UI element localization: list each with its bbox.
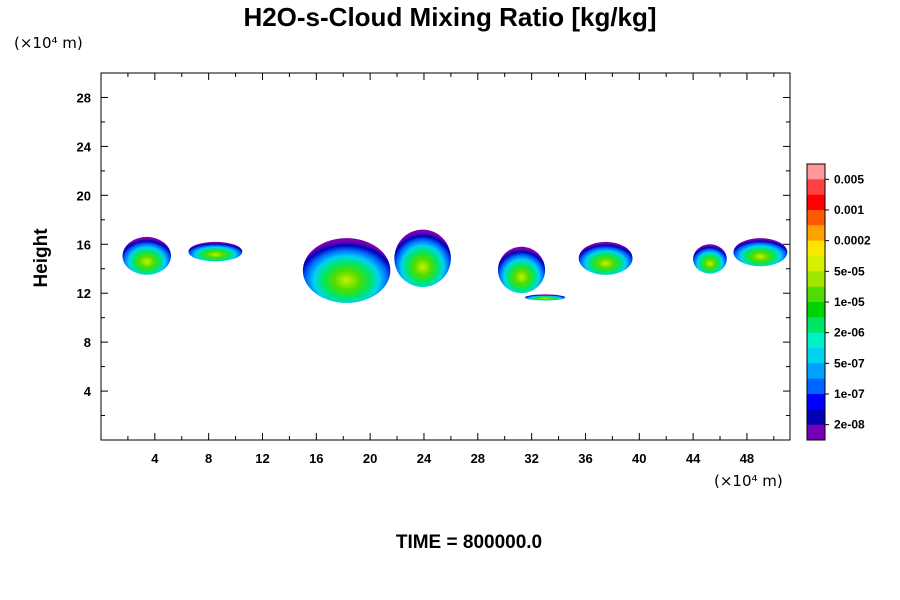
colorbar-swatch — [807, 409, 825, 425]
y-axis-unit: (×10⁴ m) — [14, 34, 83, 52]
x-tick-label: 28 — [471, 451, 485, 466]
colorbar-swatch — [807, 179, 825, 195]
colorbar-swatch — [807, 210, 825, 226]
cloud-field — [122, 229, 788, 303]
cloud-cluster — [693, 244, 727, 274]
cloud-cluster — [188, 241, 243, 262]
colorbar-label: 2e-08 — [834, 418, 865, 432]
colorbar-swatch — [807, 240, 825, 257]
colorbar-label: 0.005 — [834, 172, 864, 186]
colorbar-swatch — [807, 317, 825, 333]
colorbar-swatch — [807, 424, 825, 441]
colorbar-swatch — [807, 225, 825, 241]
colorbar-swatch — [807, 302, 825, 318]
colorbar-label: 1e-05 — [834, 295, 865, 309]
x-tick-label: 20 — [363, 451, 377, 466]
cloud-cluster — [497, 246, 546, 294]
y-tick-label: 20 — [77, 188, 91, 203]
cloud-cluster — [394, 229, 451, 288]
time-label: TIME = 800000.0 — [395, 532, 543, 553]
colorbar-swatch — [807, 271, 825, 287]
y-tick-label: 28 — [77, 90, 91, 105]
colorbar-swatch — [807, 164, 825, 180]
colorbar-swatch — [807, 286, 825, 303]
x-tick-label: 16 — [309, 451, 323, 466]
y-tick-label: 16 — [77, 237, 91, 252]
x-tick-label: 40 — [632, 451, 646, 466]
cloud-cluster — [733, 238, 788, 267]
cloud-cluster — [578, 241, 633, 275]
colorbar-swatch — [807, 363, 825, 379]
cloud-cluster — [122, 236, 171, 275]
cloud-cluster — [302, 238, 391, 303]
colorbar-swatch — [807, 378, 825, 395]
colorbar-swatch — [807, 394, 825, 410]
x-tick-label: 32 — [524, 451, 538, 466]
colorbar: 0.005 0.001 0.0002 5e-05 1e-05 2e-06 5e-07 1e-0… — [806, 163, 871, 441]
colorbar-swatch — [807, 256, 825, 272]
colorbar-label: 0.001 — [834, 203, 864, 217]
colorbar-swatch — [807, 332, 825, 349]
cloud-cluster — [524, 294, 566, 301]
y-axis: 4 8 12 16 20 24 28 — [77, 90, 790, 417]
colorbar-label: 0.0002 — [834, 234, 871, 248]
x-tick-label: 36 — [578, 451, 592, 466]
x-tick-label: 44 — [686, 451, 701, 466]
y-tick-label: 8 — [84, 335, 91, 350]
x-tick-label: 4 — [151, 451, 159, 466]
colorbar-label: 1e-07 — [834, 387, 865, 401]
colorbar-label: 5e-07 — [834, 356, 865, 370]
x-tick-label: 24 — [417, 451, 432, 466]
colorbar-label: 2e-06 — [834, 326, 865, 340]
x-tick-label: 12 — [255, 451, 269, 466]
colorbar-label: 5e-05 — [834, 264, 865, 278]
y-tick-label: 24 — [77, 139, 92, 154]
y-tick-label: 12 — [77, 286, 91, 301]
colorbar-swatch — [807, 348, 825, 364]
x-tick-label: 8 — [205, 451, 212, 466]
x-axis-unit: (×10⁴ m) — [714, 472, 783, 490]
y-tick-label: 4 — [84, 384, 92, 399]
chart-title: H2O-s-Cloud Mixing Ratio [kg/kg] — [243, 2, 657, 32]
x-tick-label: 48 — [740, 451, 754, 466]
x-axis: 4 8 12 16 20 24 28 32 36 40 44 48 — [127, 73, 775, 466]
colorbar-swatch — [807, 194, 825, 211]
